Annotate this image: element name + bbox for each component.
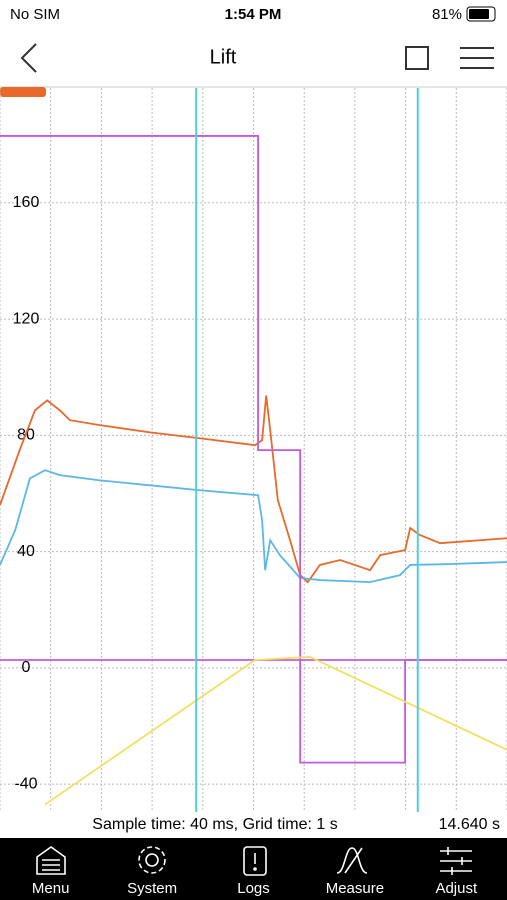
tab-label[interactable]: Adjust: [435, 880, 478, 897]
tab-handle[interactable]: [0, 87, 46, 97]
back-button[interactable]: [20, 43, 37, 73]
y-tick-label: 0: [22, 659, 31, 676]
tab-label[interactable]: System: [127, 880, 177, 897]
menu-button[interactable]: [460, 47, 494, 69]
tab-label[interactable]: Menu: [32, 880, 70, 897]
battery-text: 81%: [432, 6, 462, 23]
cursor-time: 14.640 s: [439, 816, 500, 833]
battery-level: [469, 9, 489, 19]
tab-label[interactable]: Logs: [237, 880, 270, 897]
battery-icon: [466, 6, 496, 22]
tab-label[interactable]: Measure: [326, 880, 384, 897]
clock: 1:54 PM: [225, 6, 282, 23]
series-line: [0, 395, 507, 584]
series-line: [44, 655, 507, 806]
sample-info: Sample time: 40 ms, Grid time: 1 s: [92, 816, 337, 833]
screen-title: Lift: [210, 46, 237, 68]
y-tick-label: -40: [14, 775, 37, 792]
y-tick-label: 160: [13, 194, 40, 211]
fullscreen-button[interactable]: [405, 46, 429, 70]
series-line: [0, 469, 507, 584]
y-tick-label: 120: [13, 310, 40, 327]
y-tick-label: 40: [17, 543, 35, 560]
series-line: [0, 135, 507, 764]
carrier: No SIM: [10, 6, 60, 23]
tab-icons: [36, 846, 472, 876]
tabs: Menu System Logs Measure Adjust: [32, 880, 478, 897]
